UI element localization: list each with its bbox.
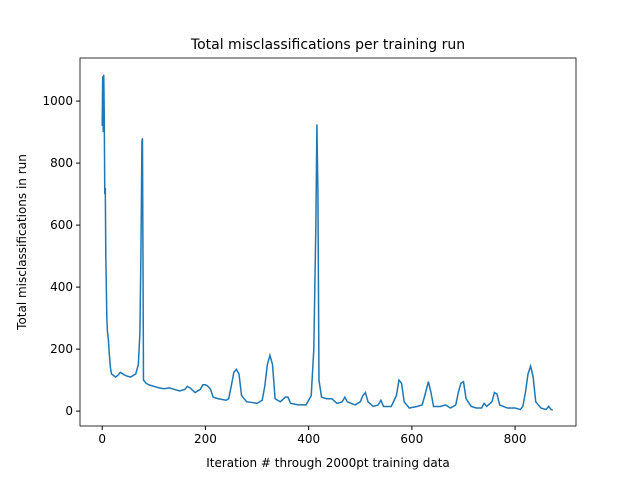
- x-tick-label: 600: [400, 432, 423, 446]
- y-tick-label: 400: [50, 280, 73, 294]
- chart-title: Total misclassifications per training ru…: [190, 37, 465, 53]
- y-tick-label: 0: [65, 404, 73, 418]
- data-line: [101, 74, 554, 411]
- x-tick-label: 400: [297, 432, 320, 446]
- x-axis-label: Iteration # through 2000pt training data: [206, 456, 450, 470]
- plot-frame: [79, 57, 577, 427]
- y-tick-label: 600: [50, 218, 73, 232]
- x-tick-label: 800: [504, 432, 527, 446]
- y-axis-label: Total misclassifications in run: [15, 154, 29, 331]
- y-tick-label: 800: [50, 156, 73, 170]
- x-tick-label: 0: [98, 432, 106, 446]
- x-tick-label: 200: [194, 432, 217, 446]
- y-tick-label: 1000: [42, 94, 73, 108]
- y-tick-label: 200: [50, 342, 73, 356]
